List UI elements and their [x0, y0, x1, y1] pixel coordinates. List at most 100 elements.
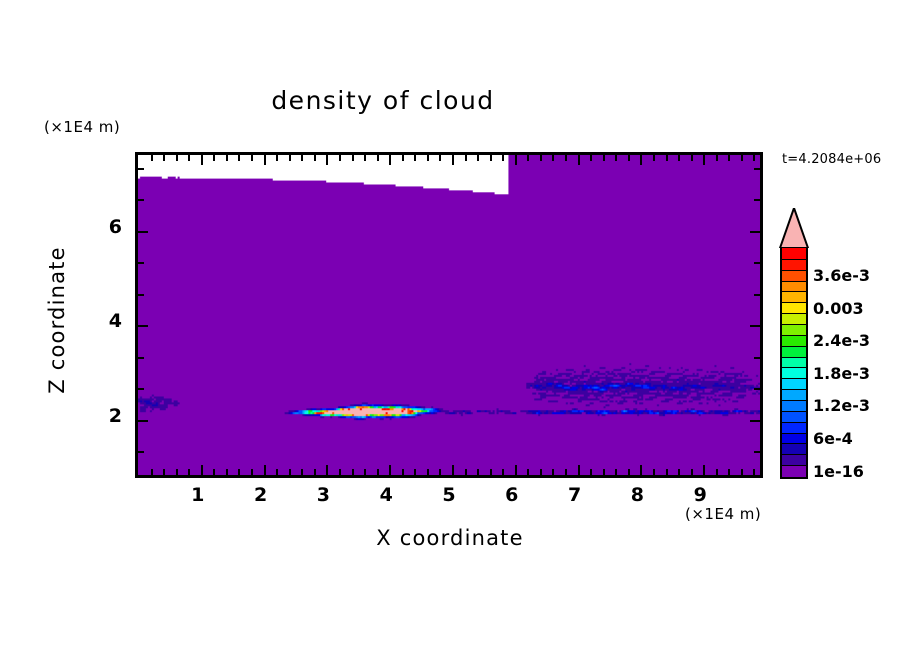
colorbar-band-divider: [782, 334, 806, 336]
colorbar-band-divider: [782, 356, 806, 358]
colorbar-tick-label: 1.2e-3: [813, 396, 870, 416]
x-axis-unit-label: (×1E4 m): [685, 505, 762, 523]
x-axis-tick: [602, 469, 605, 475]
y-axis-unit-label: (×1E4 m): [44, 118, 121, 136]
x-axis-tick: [288, 469, 291, 475]
colorbar-band: [782, 270, 806, 282]
x-axis-tick: [313, 469, 316, 475]
colorbar-band-divider: [782, 367, 806, 369]
colorbar-band: [782, 378, 806, 391]
time-annotation: t=4.2084e+06: [782, 152, 882, 167]
colorbar-band-divider: [782, 378, 806, 380]
colorbar-band-divider: [782, 313, 806, 315]
x-axis-tick-top: [678, 155, 681, 161]
x-axis-tick-top: [464, 155, 467, 161]
y-axis-tick-right: [754, 356, 760, 359]
colorbar-band: [782, 335, 806, 347]
x-axis-tick-top: [150, 155, 153, 161]
x-axis-tick-label: 8: [630, 484, 644, 506]
colorbar-band-divider: [782, 269, 806, 271]
y-axis-tick-right: [754, 388, 760, 391]
colorbar-band-divider: [782, 465, 806, 467]
colorbar-band: [782, 454, 806, 467]
x-axis-label: X coordinate: [376, 526, 524, 550]
x-axis-tick-top: [276, 155, 279, 161]
x-axis-tick: [577, 465, 580, 475]
y-axis-tick-right: [754, 451, 760, 454]
x-axis-tick-top: [251, 155, 254, 161]
colorbar-band: [782, 422, 806, 434]
colorbar-band: [782, 465, 806, 477]
x-axis-tick-top: [602, 155, 605, 161]
y-axis-tick-right: [750, 230, 760, 233]
x-axis-tick-label: 3: [316, 484, 330, 506]
x-axis-tick-top: [188, 155, 191, 161]
x-axis-tick-top: [200, 155, 203, 165]
colorbar-band: [782, 367, 806, 380]
x-axis-tick-top: [401, 155, 404, 161]
x-axis-tick: [389, 465, 392, 475]
x-axis-tick: [150, 469, 153, 475]
x-axis-tick: [426, 469, 429, 475]
x-axis-tick: [351, 469, 354, 475]
x-axis-tick: [414, 469, 417, 475]
x-axis-tick: [665, 469, 668, 475]
x-axis-tick: [627, 469, 630, 475]
x-axis-tick-label: 1: [191, 484, 205, 506]
plot-area: [135, 152, 763, 478]
colorbar-band: [782, 324, 806, 336]
x-axis-tick-top: [338, 155, 341, 161]
colorbar-band: [782, 280, 806, 293]
colorbar-band: [782, 411, 806, 423]
x-axis-tick-top: [565, 155, 568, 161]
x-axis-tick-top: [615, 155, 618, 161]
x-axis-tick-top: [288, 155, 291, 161]
x-axis-tick-top: [740, 155, 743, 161]
x-axis-tick: [552, 469, 555, 475]
x-axis-tick-top: [552, 155, 555, 161]
y-axis-tick-right: [750, 419, 760, 422]
colorbar-band-divider: [782, 345, 806, 347]
x-axis-tick: [464, 469, 467, 475]
x-axis-tick-top: [225, 155, 228, 161]
x-axis-tick-label: 2: [253, 484, 268, 506]
colorbar-band: [782, 400, 806, 412]
colorbar-band: [782, 313, 806, 325]
x-axis-tick: [401, 469, 404, 475]
colorbar-band-divider: [782, 400, 806, 401]
x-axis-tick-top: [527, 155, 530, 161]
x-axis-tick-top: [489, 155, 492, 161]
x-axis-tick-top: [364, 155, 367, 161]
y-axis-tick-label: 4: [108, 310, 122, 333]
x-axis-tick-label: 6: [505, 484, 519, 506]
x-axis-tick: [502, 469, 505, 475]
y-axis-tick-label: 6: [108, 215, 122, 238]
x-axis-tick-top: [690, 155, 693, 161]
y-axis-tick: [138, 230, 148, 233]
colorbar-band: [782, 259, 806, 271]
x-axis-tick: [703, 465, 706, 475]
y-axis-tick-right: [754, 199, 760, 202]
x-axis-tick-top: [477, 155, 480, 161]
colorbar-band-divider: [782, 258, 806, 260]
colorbar-tick-label: 3.6e-3: [813, 266, 870, 286]
x-axis-tick-top: [590, 155, 593, 161]
x-axis-tick: [263, 465, 266, 475]
x-axis-tick: [477, 469, 480, 475]
x-axis-tick-top: [502, 155, 505, 161]
x-axis-tick: [565, 469, 568, 475]
y-axis-tick: [138, 293, 144, 296]
x-axis-tick-top: [414, 155, 417, 161]
page-title: density of cloud: [271, 86, 495, 115]
y-axis-tick: [138, 388, 144, 391]
x-axis-tick-top: [313, 155, 316, 161]
colorbar-band: [782, 291, 806, 304]
colorbar-tick-label: 0.003: [813, 298, 864, 318]
x-axis-tick-top: [163, 155, 166, 161]
x-axis-tick: [527, 469, 530, 475]
x-axis-tick: [213, 469, 216, 475]
x-axis-tick-top: [376, 155, 379, 161]
x-axis-tick: [753, 469, 756, 475]
x-axis-tick-top: [213, 155, 216, 161]
